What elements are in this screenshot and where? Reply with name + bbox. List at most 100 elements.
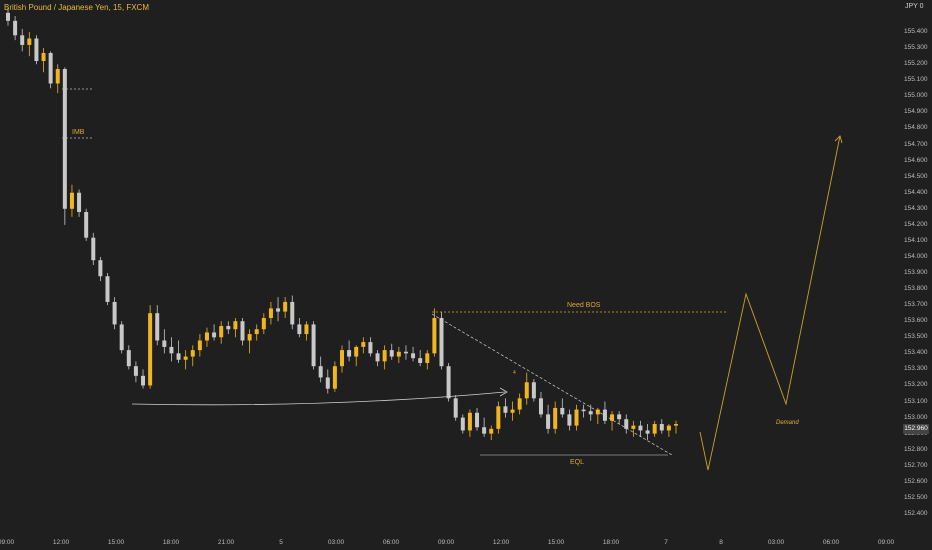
bull-candle (652, 424, 657, 434)
bull-candle (183, 356, 188, 360)
price-tick-label: 152.700 (904, 461, 928, 469)
bull-candle (467, 412, 472, 431)
bull-candle (425, 353, 430, 363)
price-tick-label: 154.900 (904, 108, 928, 116)
imb-label: IMB (72, 129, 85, 136)
bull-candle (396, 351, 401, 357)
bear-candle (617, 414, 622, 420)
price-tick-label: 154.400 (904, 188, 928, 196)
bull-candle (382, 350, 387, 362)
bull-candle (510, 409, 515, 413)
price-tick-label: 152.500 (904, 493, 928, 501)
bear-candle (34, 38, 39, 62)
bear-candle (141, 375, 146, 386)
bear-candle (126, 350, 131, 367)
price-tick-label: 152.800 (904, 445, 928, 453)
bear-candle (645, 430, 650, 434)
time-tick-label: 18:00 (602, 539, 620, 546)
time-tick-label: 15:00 (547, 539, 565, 546)
symbol-title: British Pound / Japanese Yen, 15, FXCM (4, 3, 149, 12)
bear-candle (297, 324, 302, 335)
bear-candle (531, 382, 536, 399)
annotation-overlays (62, 88, 843, 471)
bear-candle (503, 406, 508, 413)
bear-candle (588, 411, 593, 415)
bear-candle (48, 52, 53, 84)
current-price-badge: 152.960 (903, 424, 929, 434)
bear-candle (418, 358, 423, 363)
price-tick-label: 153.000 (904, 413, 928, 421)
price-tick-label: 153.300 (904, 365, 928, 373)
bear-candle (105, 276, 110, 302)
bear-candle (290, 301, 295, 325)
bull-candle (261, 318, 266, 330)
time-tick-label: 15:00 (107, 539, 125, 546)
currency-label: JPY 0 (905, 3, 924, 10)
bear-candle (176, 353, 181, 360)
bear-candle (13, 20, 18, 36)
bear-candle (624, 419, 629, 429)
price-tick-label: 153.100 (904, 397, 928, 405)
projection-arrowhead (834, 135, 843, 144)
bear-candle (567, 414, 572, 426)
trendline-dashed (431, 313, 673, 456)
bull-candle (197, 340, 202, 351)
candles-layer (6, 8, 678, 441)
time-tick-label: 12:00 (52, 539, 70, 546)
price-tick-label: 153.700 (904, 301, 928, 309)
bear-candle (368, 342, 373, 354)
bull-candle (574, 409, 579, 426)
time-tick-label: 09:00 (437, 539, 455, 546)
bull-candle (204, 332, 209, 341)
bear-candle (602, 409, 607, 421)
bull-candle (674, 424, 678, 426)
bear-candle (453, 398, 458, 418)
bear-candle (162, 340, 167, 347)
bull-candle (517, 398, 522, 410)
bear-candle (546, 414, 551, 429)
time-tick-label: 09:00 (877, 539, 895, 546)
bear-candle (84, 211, 89, 238)
bear-candle (226, 326, 231, 330)
time-tick-label: 06:00 (822, 539, 840, 546)
bear-candle (475, 412, 480, 428)
bear-candle (212, 332, 217, 338)
bear-candle (446, 366, 451, 399)
bull-candle (254, 329, 259, 335)
price-tick-label: 155.200 (904, 60, 928, 68)
bull-candle (190, 350, 195, 357)
bull-candle (27, 38, 32, 45)
price-tick-label: 155.300 (904, 44, 928, 52)
time-tick-label: 09:00 (0, 539, 15, 546)
price-tick-label: 154.200 (904, 220, 928, 228)
price-tick-label: 155.400 (904, 28, 928, 36)
bear-candle (375, 353, 380, 362)
bear-candle (659, 424, 664, 431)
bear-candle (62, 69, 67, 209)
bull-candle (666, 425, 671, 431)
price-tick-label: 155.000 (904, 92, 928, 100)
bull-candle (247, 334, 252, 341)
price-tick-label: 154.300 (904, 204, 928, 212)
bear-candle (169, 346, 174, 354)
bear-candle (98, 260, 103, 277)
bear-candle (91, 237, 96, 261)
bear-candle (20, 35, 25, 45)
time-tick-label: 5 (279, 539, 283, 546)
bear-candle (347, 350, 352, 357)
time-tick-label: 03:00 (767, 539, 785, 546)
bull-candle (489, 428, 494, 434)
time-tick-label: 7 (664, 539, 668, 546)
bull-candle (233, 321, 238, 330)
bear-candle (403, 351, 408, 354)
bull-candle (340, 350, 344, 367)
eql-label: EQL (570, 459, 585, 466)
price-tick-label: 153.900 (904, 269, 928, 277)
price-tick-label: 152.600 (904, 477, 928, 485)
bear-candle (538, 398, 543, 415)
bull-candle (69, 192, 74, 209)
bear-candle (6, 12, 10, 21)
time-tick-label: 21:00 (217, 539, 235, 546)
time-tick-label: 06:00 (382, 539, 400, 546)
